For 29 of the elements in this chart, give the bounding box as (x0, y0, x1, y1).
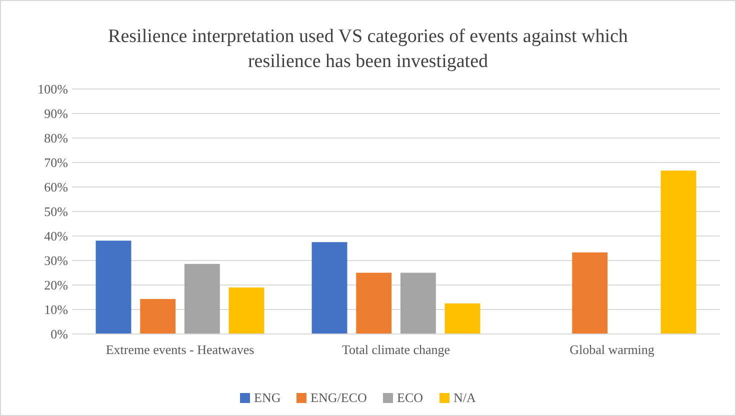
y-tick-label: 0% (50, 326, 68, 342)
bar (140, 298, 176, 334)
bar (228, 287, 264, 334)
bar (660, 170, 696, 334)
x-tick-label: Global warming (570, 342, 655, 357)
bar (444, 303, 480, 334)
y-tick-label: 40% (44, 228, 68, 244)
y-tick-label: 100% (38, 82, 68, 97)
bar (356, 272, 392, 334)
y-tick-label: 70% (44, 155, 68, 170)
x-tick-label: Extreme events - Heatwaves (106, 342, 254, 357)
bar (572, 252, 608, 334)
legend-label: N/A (454, 390, 476, 405)
y-tick-label: 90% (44, 106, 68, 122)
y-tick-label: 80% (44, 130, 68, 146)
legend-label: ENG/ECO (310, 390, 367, 405)
y-tick-label: 30% (44, 253, 68, 268)
y-tick-label: 10% (44, 302, 68, 318)
y-tick-label: 20% (44, 278, 68, 293)
legend-label: ENG (254, 390, 281, 405)
legend-label: ECO (397, 390, 423, 405)
bar (184, 264, 220, 334)
bar (312, 242, 348, 334)
bar (400, 272, 436, 334)
chart-title: Resilience interpretation used VS categories of events against which resilience has been investigated (108, 26, 628, 72)
bar (96, 240, 132, 334)
y-tick-label: 60% (44, 180, 68, 195)
y-tick-label: 50% (44, 204, 68, 220)
x-tick-label: Total climate change (342, 342, 450, 357)
